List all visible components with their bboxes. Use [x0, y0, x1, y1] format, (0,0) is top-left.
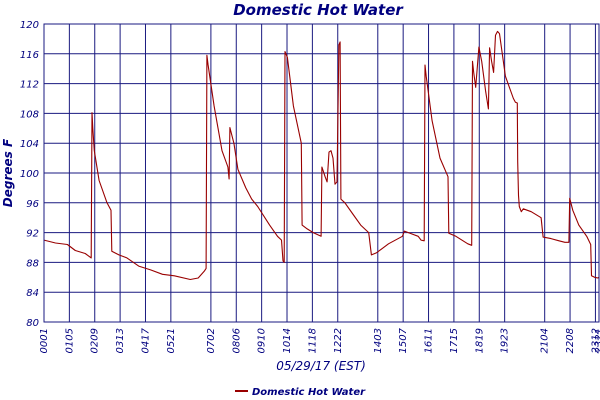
- x-tick-label: 1819: [474, 328, 485, 353]
- y-tick-label: 88: [26, 258, 39, 269]
- chart-title: Domestic Hot Water: [233, 1, 404, 19]
- x-tick-label: 0417: [140, 327, 151, 353]
- y-tick-label: 96: [26, 199, 39, 210]
- x-tick-label: 0313: [115, 328, 126, 353]
- y-tick-label: 100: [20, 169, 39, 180]
- legend-label-domestic-hot-water: Domestic Hot Water: [252, 387, 366, 398]
- x-tick-label: 2321: [594, 328, 600, 353]
- x-tick-label: 1222: [333, 328, 344, 353]
- plot-frame: [43, 23, 600, 323]
- x-tick-label: 0001: [39, 328, 50, 353]
- legend: Domestic Hot Water: [235, 387, 366, 398]
- x-tick-label: 1507: [398, 327, 409, 353]
- series-layer: [43, 30, 600, 281]
- x-tick-label: 2312: [590, 328, 600, 353]
- x-tick-label: 0702: [206, 328, 217, 353]
- x-tick-label: 1923: [500, 328, 511, 353]
- x-tick-label: 0521: [166, 328, 177, 353]
- x-tick-label: 1014: [282, 328, 293, 353]
- x-tick-label: 0105: [64, 328, 75, 353]
- y-tick-label: 92: [26, 229, 39, 240]
- y-tick-label: 112: [20, 80, 39, 91]
- y-tick-label: 116: [20, 50, 39, 61]
- series-line-0: [43, 30, 600, 281]
- x-tick-label: 2208: [565, 328, 576, 353]
- y-tick-label: 84: [26, 288, 39, 299]
- x-tick-label: 1611: [424, 328, 435, 353]
- x-tick-label: 1403: [373, 328, 384, 353]
- y-tick-label: 80: [26, 318, 39, 329]
- x-tick-label: 0806: [231, 328, 242, 353]
- x-tick-label: 2104: [540, 328, 551, 353]
- y-tick-label: 108: [20, 109, 39, 120]
- y-axis-ticks: 80 84 88 92 96 100 104 108 112 116 120: [20, 20, 39, 329]
- x-axis-label: 05/29/17 (EST): [276, 359, 366, 373]
- x-tick-label: 1118: [307, 328, 318, 353]
- x-axis-ticks: 0001 0105 0209 0313 0417 0521 0702 0806 0910 1014…: [39, 327, 600, 353]
- x-tick-label: 0209: [90, 328, 101, 353]
- y-tick-label: 120: [20, 20, 39, 31]
- y-axis-label: Degrees F: [1, 138, 15, 207]
- x-tick-label: 1715: [449, 328, 460, 353]
- x-tick-label: 0910: [257, 328, 268, 353]
- y-tick-label: 104: [20, 139, 39, 150]
